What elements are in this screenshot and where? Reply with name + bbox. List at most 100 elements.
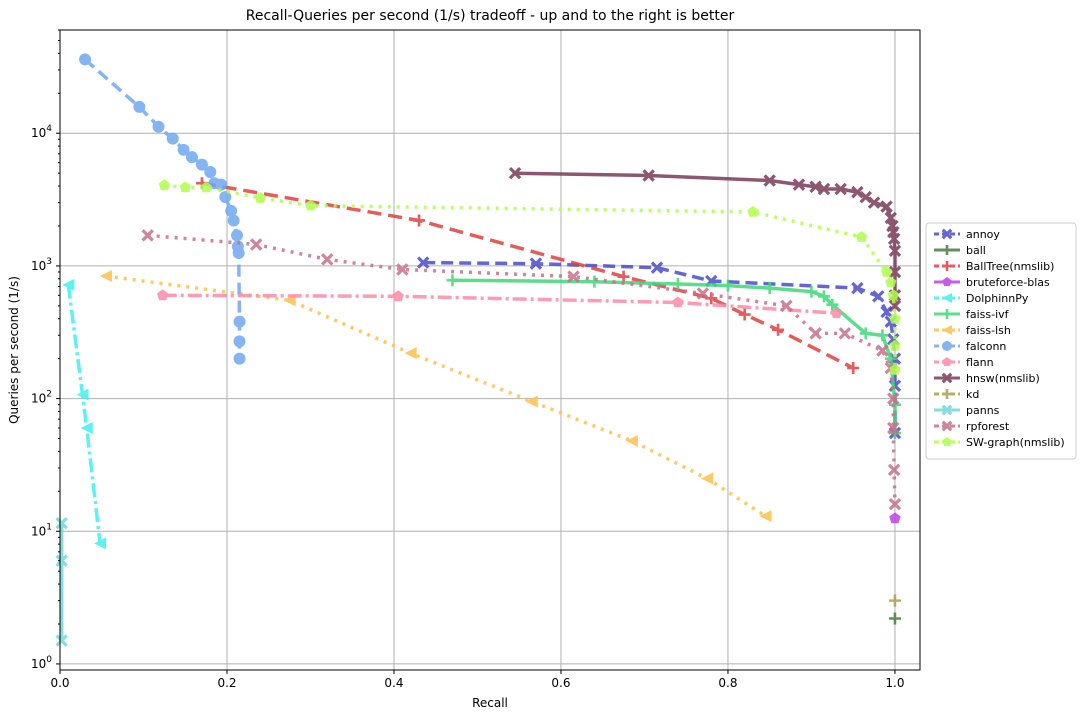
legend-label: panns <box>966 404 1000 417</box>
data-point-marker <box>233 352 246 365</box>
y-tick-label: 101 <box>31 522 52 538</box>
series-flann <box>157 289 843 319</box>
data-point-marker <box>227 214 240 227</box>
data-point-marker <box>133 100 146 113</box>
data-point-marker <box>525 395 538 408</box>
data-point-marker <box>876 329 889 342</box>
data-point-marker <box>942 389 952 399</box>
data-point-marker <box>177 143 190 156</box>
legend-entry <box>934 228 960 240</box>
data-point-marker <box>826 298 839 311</box>
series-bruteforce-blas <box>889 512 901 524</box>
data-point-marker <box>254 192 267 203</box>
legend-label: kd <box>966 388 979 401</box>
legend-entry <box>934 357 960 366</box>
data-point-marker <box>792 178 806 191</box>
data-point-marker <box>889 512 901 524</box>
data-point-marker <box>701 472 714 485</box>
data-point-marker <box>642 169 655 182</box>
data-point-marker <box>887 421 900 435</box>
legend-entry <box>934 389 960 399</box>
legend-label: rpforest <box>966 420 1010 433</box>
legend-entry <box>934 372 960 384</box>
legend-entry <box>934 437 960 446</box>
data-point-marker <box>304 199 317 211</box>
data-point-marker <box>219 191 232 204</box>
legend-entry <box>934 261 960 271</box>
data-point-marker <box>225 204 238 217</box>
legend-label: DolphinnPy <box>966 292 1029 305</box>
data-point-marker <box>508 166 522 180</box>
data-point-marker <box>215 178 228 191</box>
data-point-marker <box>880 266 893 277</box>
y-axis-label: Queries per second (1/s) <box>7 276 21 424</box>
data-point-marker <box>625 434 638 447</box>
series-hnsw-nmslib <box>508 166 902 313</box>
data-point-marker <box>888 612 901 625</box>
data-point-marker <box>817 182 831 196</box>
data-point-marker <box>231 229 244 242</box>
data-point-marker <box>413 214 426 227</box>
data-point-marker <box>805 285 818 298</box>
data-point-marker <box>834 182 847 196</box>
data-point-marker <box>76 388 89 401</box>
data-point-marker <box>809 180 822 193</box>
data-point-marker <box>942 341 952 351</box>
legend-label: flann <box>966 356 994 369</box>
data-point-marker <box>759 510 772 523</box>
data-point-marker <box>888 244 902 258</box>
legend-entry <box>934 245 960 255</box>
data-point-marker <box>942 357 952 366</box>
legend-label: BallTree(nmslib) <box>966 260 1054 273</box>
data-point-marker <box>232 247 245 260</box>
data-point-marker <box>157 289 169 301</box>
legend-label: faiss-ivf <box>966 308 1010 321</box>
data-point-marker <box>942 309 952 319</box>
data-point-marker <box>942 293 952 303</box>
data-point-marker <box>889 339 901 351</box>
data-point-marker <box>876 344 889 357</box>
data-point-marker <box>185 151 198 164</box>
x-tick-label: 0.2 <box>217 676 236 690</box>
data-point-marker <box>887 392 900 405</box>
data-point-marker <box>851 185 864 199</box>
data-point-marker <box>672 296 684 308</box>
data-point-marker <box>166 132 179 145</box>
data-point-marker <box>888 265 902 279</box>
legend-entry <box>934 293 960 303</box>
series-dolphinnpy <box>62 278 107 550</box>
data-point-marker <box>416 256 430 269</box>
data-point-marker <box>763 282 776 295</box>
legend-label: hnsw(nmslib) <box>966 372 1040 385</box>
data-point-marker <box>79 53 92 66</box>
data-point-marker <box>884 352 897 365</box>
data-point-marker <box>942 245 952 255</box>
data-point-marker <box>94 537 107 550</box>
data-point-marker <box>320 253 334 266</box>
data-point-marker <box>888 497 902 511</box>
data-point-marker <box>941 420 953 432</box>
y-tick-label: 100 <box>31 655 52 671</box>
legend-label: SW-graph(nmslib) <box>966 436 1065 449</box>
data-point-marker <box>671 278 684 291</box>
series-rpforest <box>141 229 902 511</box>
data-point-marker <box>738 308 751 321</box>
data-point-marker <box>889 363 901 375</box>
data-point-marker <box>859 327 872 340</box>
plot-frame <box>59 29 921 671</box>
data-point-marker <box>880 305 893 319</box>
data-point-marker <box>588 275 601 288</box>
data-point-marker <box>152 120 165 133</box>
data-point-marker <box>772 323 785 336</box>
data-point-marker <box>195 158 208 171</box>
data-point-marker <box>55 554 68 567</box>
data-point-marker <box>817 290 830 303</box>
y-tick-label: 104 <box>31 124 52 140</box>
data-point-marker <box>747 206 759 217</box>
data-point-marker <box>567 270 580 283</box>
data-point-marker <box>204 166 217 179</box>
y-tick-label: 102 <box>31 390 52 406</box>
data-point-marker <box>889 312 901 324</box>
legend-entry <box>934 404 960 416</box>
